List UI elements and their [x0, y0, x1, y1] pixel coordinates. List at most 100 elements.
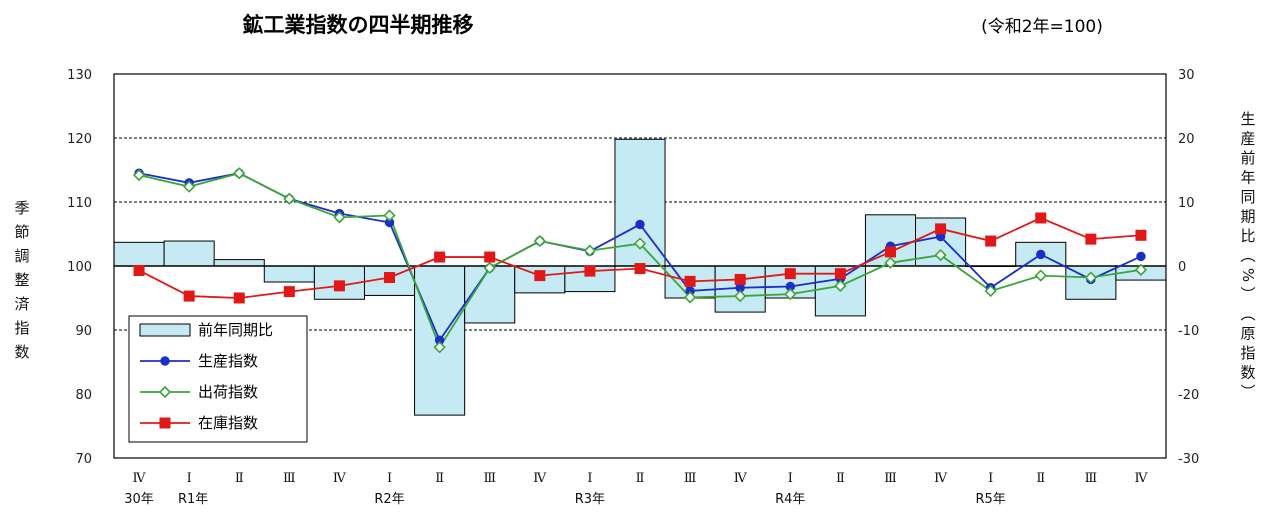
right-tick-label: -30 — [1178, 452, 1199, 467]
series-point — [132, 168, 146, 182]
quarter-label: Ⅳ — [133, 471, 147, 486]
series-point — [283, 286, 295, 298]
series-point — [635, 219, 645, 230]
series-point — [1084, 271, 1097, 284]
series-point — [934, 248, 947, 262]
yoy-bar — [263, 265, 315, 283]
right-axis-label-char: 前 — [1240, 149, 1255, 167]
quarter-label: Ⅳ — [333, 471, 347, 486]
year-label: R2年 — [374, 492, 404, 507]
series-point — [984, 284, 997, 298]
legend-label: 前年同期比 — [198, 321, 273, 339]
quarter-label: Ⅲ — [483, 471, 496, 486]
legend-label: 出荷指数 — [198, 383, 258, 401]
right-axis-label-char: 原 — [1240, 325, 1255, 343]
series-point — [283, 192, 296, 205]
series-point — [784, 288, 797, 301]
legend-label: 在庫指数 — [198, 414, 258, 432]
right-axis-label-char: 比 — [1240, 227, 1255, 245]
left-axis-label-char: 調 — [14, 247, 29, 265]
series-point — [183, 290, 195, 302]
quarter-label: Ⅰ — [988, 471, 993, 486]
right-tick-label: 30 — [1178, 68, 1195, 83]
series-point — [884, 256, 897, 269]
left-axis-label-char: 済 — [14, 295, 29, 313]
right-axis-label-char: 同 — [1240, 188, 1255, 206]
right-axis-label-char: 期 — [1240, 208, 1255, 226]
right-axis-label-char: 指 — [1240, 344, 1255, 362]
index-lines — [132, 167, 1148, 354]
series-point — [183, 180, 196, 193]
series-point — [734, 273, 746, 285]
quarter-label: Ⅲ — [684, 471, 697, 486]
series-point — [1034, 269, 1047, 282]
series-point — [884, 246, 896, 258]
year-label: R5年 — [976, 492, 1006, 507]
chart-subtitle: (令和2年=100) — [981, 17, 1103, 37]
series-point — [384, 272, 396, 284]
left-tick-label: 110 — [67, 196, 92, 211]
right-tick-label: -20 — [1178, 388, 1199, 403]
right-tick-label: 0 — [1178, 260, 1186, 275]
left-tick-label: 130 — [67, 68, 92, 83]
yoy-bar — [163, 240, 215, 267]
quarter-label: Ⅱ — [235, 471, 244, 486]
quarter-label: Ⅳ — [934, 471, 948, 486]
right-axis-label-char: ︵ — [1240, 305, 1255, 323]
right-axis-label-char: % — [1239, 268, 1257, 282]
quarter-label: Ⅱ — [435, 471, 444, 486]
left-axis-ticks: 70 80 90 100 110 120 130 — [67, 68, 92, 467]
right-axis-label-char: ︶ — [1240, 286, 1255, 304]
series-point — [935, 223, 947, 235]
legend-swatch-marker — [160, 356, 170, 366]
series-point — [634, 263, 646, 275]
series-point — [233, 167, 246, 180]
series-point — [683, 291, 697, 304]
quarter-label: Ⅱ — [636, 471, 645, 486]
quarter-label: Ⅲ — [884, 471, 897, 486]
series-point — [434, 251, 446, 263]
quarter-label: Ⅳ — [533, 471, 547, 486]
left-axis-label-char: 数 — [14, 343, 29, 361]
quarter-label: Ⅰ — [587, 471, 592, 486]
legend-swatch-bar — [139, 323, 191, 337]
right-axis-label-char: ︵ — [1240, 247, 1255, 265]
series-point — [1136, 251, 1146, 262]
series-point — [985, 235, 997, 247]
series-point — [534, 270, 546, 282]
series-point — [483, 261, 496, 275]
right-tick-label: 10 — [1178, 196, 1195, 211]
series-point — [834, 268, 846, 280]
series-point — [533, 234, 546, 248]
quarter-label: Ⅱ — [836, 471, 845, 486]
right-axis-label-char: 産 — [1240, 130, 1255, 148]
legend-swatch-marker — [158, 385, 172, 399]
right-axis-label-char: 年 — [1240, 169, 1255, 187]
year-label: R1年 — [178, 492, 208, 507]
left-axis-label-char: 節 — [14, 223, 29, 241]
series-point — [133, 264, 145, 276]
left-tick-label: 120 — [67, 132, 92, 147]
series-point — [1035, 212, 1047, 224]
series-point — [734, 289, 747, 303]
right-axis-label-char: 数 — [1240, 364, 1255, 382]
x-axis-ticks: Ⅳ Ⅰ Ⅱ Ⅲ Ⅳ Ⅰ Ⅱ Ⅲ Ⅳ Ⅰ Ⅱ Ⅲ Ⅳ Ⅰ Ⅱ Ⅲ Ⅳ Ⅰ Ⅱ Ⅲ Ⅳ 30年 R1年 R2年 R3年 R4年 R5年 — [124, 471, 1148, 507]
series-point — [233, 292, 245, 304]
series-point — [383, 209, 396, 222]
left-axis-label-char: 指 — [14, 319, 29, 337]
quarter-label: Ⅰ — [387, 471, 392, 486]
quarter-label: Ⅰ — [187, 471, 192, 486]
yoy-bar — [113, 241, 165, 267]
left-tick-label: 80 — [75, 388, 92, 403]
series-point — [1135, 229, 1147, 241]
quarter-label: Ⅲ — [1085, 471, 1098, 486]
right-tick-label: -10 — [1178, 324, 1199, 339]
quarter-label: Ⅲ — [283, 471, 296, 486]
quarter-label: Ⅰ — [788, 471, 793, 486]
yoy-bar — [213, 259, 265, 267]
left-tick-label: 70 — [75, 452, 92, 467]
right-axis-label-char: 生 — [1240, 110, 1255, 128]
